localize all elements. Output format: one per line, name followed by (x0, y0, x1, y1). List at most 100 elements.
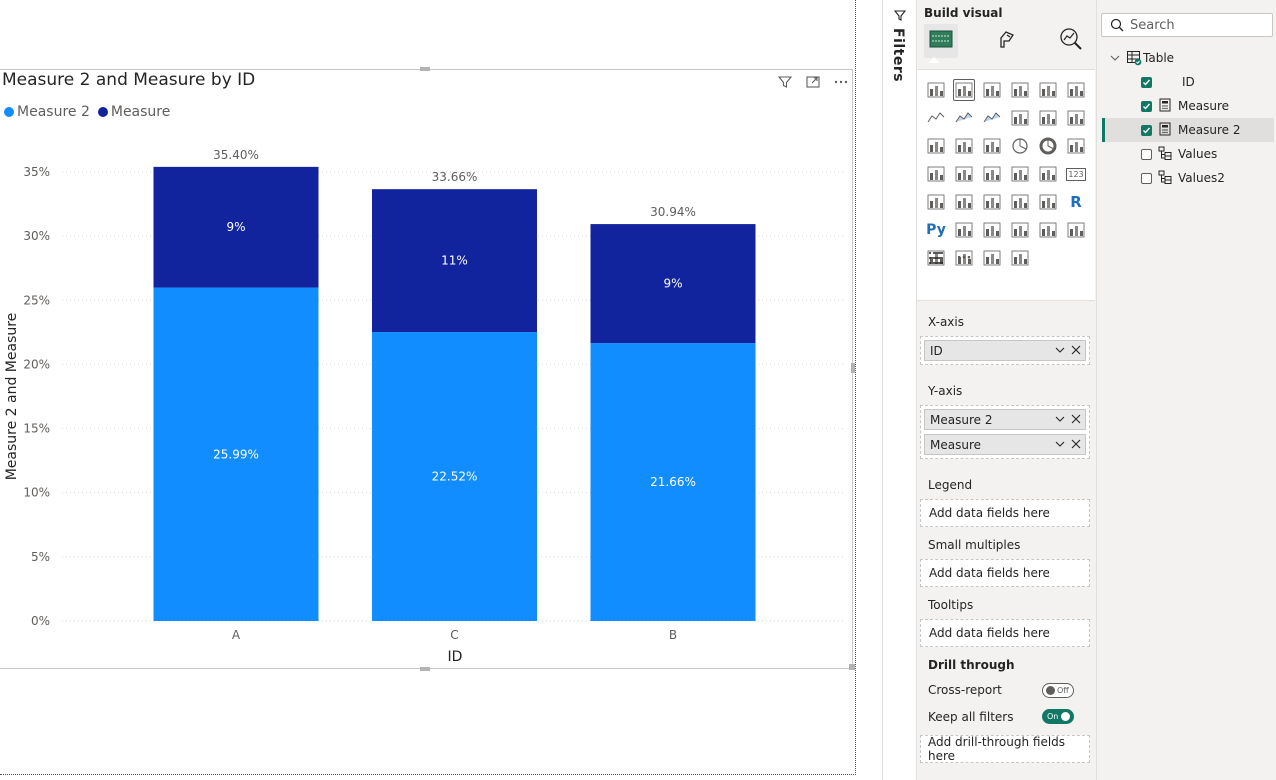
field-name: Values (1178, 147, 1218, 161)
cross-report-toggle[interactable]: Off (1042, 683, 1074, 698)
filters-label[interactable]: Filters (890, 28, 906, 83)
paginated-report-icon[interactable] (925, 247, 947, 269)
remove-icon[interactable] (1071, 345, 1081, 355)
chevron-down-icon[interactable] (1054, 413, 1066, 425)
x-axis-label: X-axis (928, 315, 964, 329)
chevron-down-icon[interactable] (1054, 438, 1066, 450)
waterfall-icon[interactable] (925, 135, 947, 157)
tab-format-visual[interactable] (990, 24, 1024, 58)
search-input[interactable] (1130, 17, 1260, 33)
kpi-icon[interactable] (953, 191, 975, 213)
metrics-icon[interactable] (953, 247, 975, 269)
filter-icon[interactable] (776, 73, 794, 91)
field-row-id[interactable]: ID (1141, 70, 1195, 94)
tab-analytics[interactable] (1054, 24, 1088, 58)
field-row-measure-2[interactable]: Measure 2 (1141, 118, 1240, 142)
checkbox-unchecked-icon[interactable] (1141, 148, 1152, 160)
y-tick-label: 15% (23, 422, 50, 436)
table-icon (1126, 50, 1142, 66)
100-bar-icon[interactable] (1037, 79, 1059, 101)
field-row-values[interactable]: Values (1141, 142, 1217, 166)
x-axis-well[interactable]: ID (920, 336, 1090, 365)
chevron-down-icon[interactable] (1110, 53, 1120, 63)
clustered-column-icon[interactable] (1009, 79, 1031, 101)
remove-icon[interactable] (1071, 414, 1081, 424)
treemap-icon[interactable] (925, 163, 947, 185)
pie-icon[interactable] (1009, 135, 1031, 157)
focus-mode-icon[interactable] (804, 73, 822, 91)
y-tick-label: 25% (23, 293, 50, 307)
field-pill-measure-2[interactable]: Measure 2 (924, 409, 1086, 430)
filter-icon[interactable] (893, 8, 907, 27)
build-visual-title: Build visual (924, 6, 1003, 20)
line-clustered-icon[interactable] (1065, 107, 1087, 129)
small-multiples-label: Small multiples (928, 538, 1021, 552)
python-label: Py (926, 222, 946, 238)
checkbox-checked-icon[interactable] (1141, 100, 1152, 112)
key-influencers-icon[interactable] (953, 219, 975, 241)
multi-row-card-icon[interactable] (925, 191, 947, 213)
list-icon[interactable] (925, 247, 947, 269)
power-apps-icon[interactable] (981, 247, 1003, 269)
toggle-state: On (1047, 712, 1059, 721)
checkbox-unchecked-icon[interactable] (1141, 172, 1152, 184)
filled-map-icon[interactable] (981, 163, 1003, 185)
line-column-icon[interactable] (1037, 107, 1059, 129)
resize-handle-top[interactable] (420, 67, 430, 71)
scatter-icon[interactable] (981, 135, 1003, 157)
resize-handle-right[interactable] (851, 363, 855, 373)
field-row-values2[interactable]: Values2 (1141, 166, 1225, 190)
donut-icon[interactable] (1037, 135, 1059, 157)
search-box[interactable] (1101, 13, 1273, 37)
resize-handle-corner[interactable] (849, 664, 855, 670)
goals-icon[interactable] (1037, 219, 1059, 241)
filters-pane-collapsed[interactable] (882, 0, 916, 780)
data-label: 9% (226, 220, 245, 234)
funnel-icon[interactable] (953, 135, 975, 157)
azure-map-icon[interactable] (1009, 163, 1031, 185)
more-visuals-icon[interactable]: ··· (953, 247, 975, 269)
decomposition-tree-icon[interactable] (981, 219, 1003, 241)
python-icon[interactable]: Py (925, 219, 947, 241)
stacked-area-icon[interactable] (981, 107, 1003, 129)
checkbox-checked-icon[interactable] (1141, 76, 1152, 88)
stacked-column-icon[interactable] (953, 79, 975, 101)
field-row-measure[interactable]: Measure (1141, 94, 1229, 118)
small-multiples-well[interactable]: Add data fields here (920, 559, 1090, 587)
table-node[interactable]: Table (1110, 46, 1174, 70)
smart-narrative-icon[interactable] (1065, 219, 1087, 241)
gauge-icon[interactable] (1037, 163, 1059, 185)
tab-build-visual[interactable] (924, 24, 958, 58)
y-tick-label: 35% (23, 165, 50, 179)
y-axis-well[interactable]: Measure 2 Measure (920, 405, 1090, 459)
legend-item-measure[interactable]: Measure (97, 104, 171, 120)
tooltips-well[interactable]: Add data fields here (920, 619, 1090, 647)
stacked-bar-icon[interactable] (925, 79, 947, 101)
remove-icon[interactable] (1071, 439, 1081, 449)
resize-handle-bottom[interactable] (420, 667, 430, 671)
map-icon[interactable] (953, 163, 975, 185)
field-pill-measure[interactable]: Measure (924, 434, 1086, 455)
field-pill-id[interactable]: ID (924, 340, 1086, 361)
100-column-icon[interactable] (1065, 79, 1087, 101)
more-options-icon[interactable] (832, 73, 850, 91)
legend-item-measure-2[interactable]: Measure 2 (4, 104, 90, 120)
number-card-icon[interactable]: 123 (1065, 163, 1087, 185)
keep-all-filters-toggle[interactable]: On (1042, 709, 1074, 724)
table-icon[interactable] (1009, 191, 1031, 213)
r-script-icon[interactable]: R (1065, 191, 1087, 213)
qa-icon[interactable] (1009, 219, 1031, 241)
area-chart-icon[interactable] (953, 107, 975, 129)
power-automate-icon[interactable] (1009, 247, 1031, 269)
chevron-down-icon[interactable] (1054, 344, 1066, 356)
clustered-bar-icon[interactable] (981, 79, 1003, 101)
drill-through-well[interactable]: Add drill-through fields here (920, 735, 1090, 763)
line-chart-icon[interactable] (925, 107, 947, 129)
checkbox-checked-icon[interactable] (1141, 124, 1152, 136)
slicer-icon[interactable] (981, 191, 1003, 213)
card-icon[interactable] (1065, 135, 1087, 157)
legend-label: Measure (110, 104, 171, 120)
ribbon-chart-icon[interactable] (1009, 107, 1031, 129)
matrix-icon[interactable] (1037, 191, 1059, 213)
legend-well[interactable]: Add data fields here (920, 499, 1090, 527)
